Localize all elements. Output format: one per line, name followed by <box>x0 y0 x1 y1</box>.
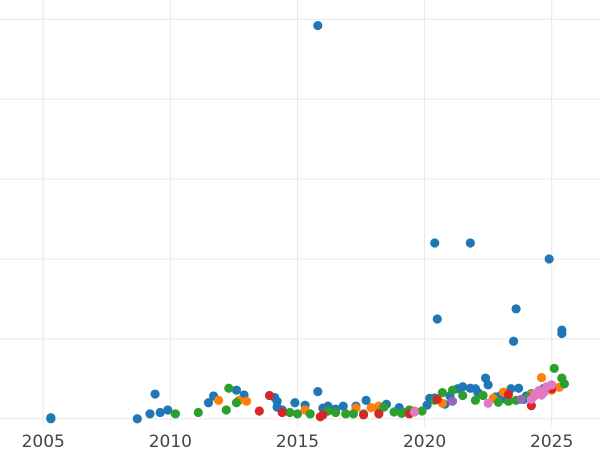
data-point <box>264 390 275 401</box>
data-point <box>305 409 315 419</box>
data-point <box>470 395 481 405</box>
data-point <box>465 238 475 248</box>
x-tick-label: 2015 <box>276 432 319 450</box>
series-3 <box>254 384 557 422</box>
series-5 <box>409 380 557 417</box>
data-point <box>214 395 224 405</box>
data-point <box>132 414 142 424</box>
data-point <box>155 407 165 418</box>
data-point <box>203 398 214 408</box>
data-point <box>483 380 493 390</box>
data-point <box>447 385 458 395</box>
data-points <box>46 20 570 424</box>
data-point <box>503 389 514 400</box>
data-point <box>447 396 458 406</box>
data-point <box>536 372 547 383</box>
data-point <box>478 390 488 401</box>
data-point <box>514 383 524 393</box>
data-point <box>458 382 468 392</box>
data-point <box>254 406 264 416</box>
x-tick-label: 2010 <box>149 432 192 450</box>
data-point <box>358 410 369 420</box>
data-point <box>374 409 384 419</box>
data-point <box>170 409 181 419</box>
data-point <box>221 405 231 415</box>
data-point <box>277 407 287 418</box>
data-point <box>432 394 442 404</box>
data-point <box>493 397 503 407</box>
data-point <box>430 238 440 248</box>
data-point <box>338 401 348 411</box>
x-tick-label: 2025 <box>530 432 573 450</box>
data-point <box>145 409 155 419</box>
data-point <box>389 407 399 417</box>
data-point <box>292 409 303 419</box>
data-point <box>341 409 351 419</box>
data-point <box>432 314 442 324</box>
data-point <box>397 408 407 419</box>
data-point <box>193 407 203 418</box>
data-point <box>224 383 234 393</box>
data-point <box>547 380 557 390</box>
data-point <box>417 406 427 416</box>
data-point <box>559 379 570 389</box>
data-point <box>46 413 56 423</box>
x-tick-label: 2020 <box>403 432 446 450</box>
data-point <box>330 407 341 418</box>
data-point <box>361 395 371 405</box>
data-point <box>511 304 521 314</box>
data-point <box>163 405 173 415</box>
data-point <box>516 394 526 404</box>
data-point <box>549 363 559 373</box>
data-point <box>313 387 323 397</box>
data-point <box>526 401 536 411</box>
data-point <box>231 385 242 395</box>
series-0 <box>46 20 567 424</box>
data-point <box>348 409 358 419</box>
data-point <box>409 407 420 417</box>
data-point <box>437 387 447 398</box>
grid <box>0 0 600 426</box>
data-point <box>557 325 567 335</box>
data-point <box>150 389 160 399</box>
x-tick-label: 2005 <box>22 432 65 450</box>
data-point <box>503 396 514 406</box>
data-point <box>318 410 328 420</box>
data-point <box>285 407 295 418</box>
data-point <box>366 403 376 413</box>
data-point <box>458 390 468 401</box>
data-point <box>231 398 242 408</box>
data-point <box>313 20 323 31</box>
data-point <box>242 396 252 406</box>
x-axis-ticks: 2005 2010 2015 2020 2025 <box>22 432 574 450</box>
data-point <box>483 398 493 408</box>
data-point <box>290 398 300 408</box>
data-point <box>508 336 519 346</box>
data-point <box>379 402 389 412</box>
data-point <box>544 254 554 264</box>
